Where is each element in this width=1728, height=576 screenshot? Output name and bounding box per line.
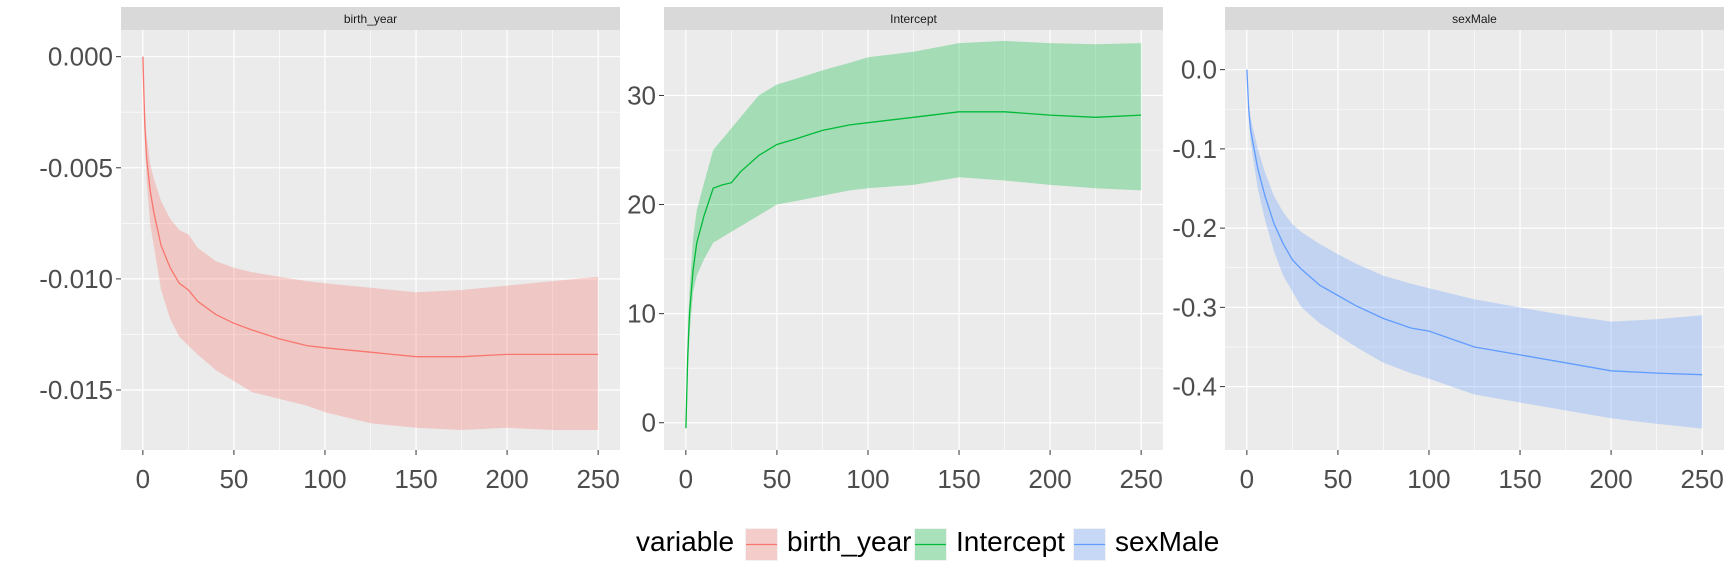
facet-strip	[1225, 7, 1724, 30]
x-tick-label: 150	[937, 464, 980, 494]
x-tick-label: 150	[1498, 464, 1541, 494]
facet-strip-label: Intercept	[890, 12, 937, 26]
y-tick-label: -0.005	[39, 153, 113, 183]
legend-title: variable	[636, 526, 734, 557]
y-tick-label: -0.1	[1172, 134, 1217, 164]
legend: variable birth_year Intercept sexMale	[636, 526, 1219, 561]
x-tick-label: 100	[303, 464, 346, 494]
facet-strip-label: birth_year	[344, 12, 397, 26]
x-tick-label: 100	[1407, 464, 1450, 494]
x-tick-label: 0	[136, 464, 150, 494]
confidence-ribbon-sexMale	[1246, 69, 1703, 429]
facet-sexMale: sexMale 0 50 100 150 200 250 0.0 -0.1 -0.2 -0.3 -0.…	[1172, 7, 1724, 494]
y-tick-label: -0.2	[1172, 213, 1217, 243]
x-tick-label: 50	[219, 464, 248, 494]
legend-item-sexMale: sexMale	[1073, 526, 1219, 561]
x-tick-label: 200	[485, 464, 528, 494]
y-tick-label: 30	[627, 80, 656, 110]
x-tick-label: 50	[762, 464, 791, 494]
x-tick-label: 0	[1240, 464, 1254, 494]
x-tick-label: 50	[1323, 464, 1352, 494]
confidence-ribbon-birth_year	[142, 56, 599, 430]
x-tick-label: 100	[846, 464, 889, 494]
legend-label: birth_year	[787, 526, 912, 557]
x-tick-label: 0	[679, 464, 693, 494]
y-tick-label: 0	[642, 408, 656, 438]
legend-label: Intercept	[956, 526, 1065, 557]
y-tick-label: 20	[627, 190, 656, 220]
x-tick-label: 200	[1028, 464, 1071, 494]
y-tick-label: -0.4	[1172, 372, 1217, 402]
series-line-Intercept	[685, 111, 1142, 429]
x-tick-label: 250	[576, 464, 619, 494]
series-line-birth_year	[142, 56, 599, 358]
y-tick-label: -0.3	[1172, 292, 1217, 322]
legend-item-birth_year: birth_year	[745, 526, 912, 561]
facet-strip	[664, 7, 1163, 30]
facet-strip	[121, 7, 620, 30]
facet-birth_year: birth_year 0 50 100 150 200 250 0.000 -0.005 -0.0…	[39, 7, 620, 494]
y-tick-label: 0.0	[1181, 55, 1217, 85]
x-tick-label: 200	[1589, 464, 1632, 494]
x-tick-label: 250	[1680, 464, 1723, 494]
series-line-sexMale	[1246, 69, 1703, 376]
y-tick-label: 10	[627, 299, 656, 329]
x-tick-label: 250	[1119, 464, 1162, 494]
legend-label: sexMale	[1115, 526, 1219, 557]
facet-strip-label: sexMale	[1452, 12, 1497, 26]
facet-Intercept: Intercept 0 50 100 150 200 250 0 10 20 30	[627, 7, 1163, 494]
y-tick-label: -0.010	[39, 264, 113, 294]
legend-item-Intercept: Intercept	[914, 526, 1065, 561]
x-tick-label: 150	[394, 464, 437, 494]
y-tick-label: 0.000	[48, 42, 113, 72]
y-tick-label: -0.015	[39, 375, 113, 405]
